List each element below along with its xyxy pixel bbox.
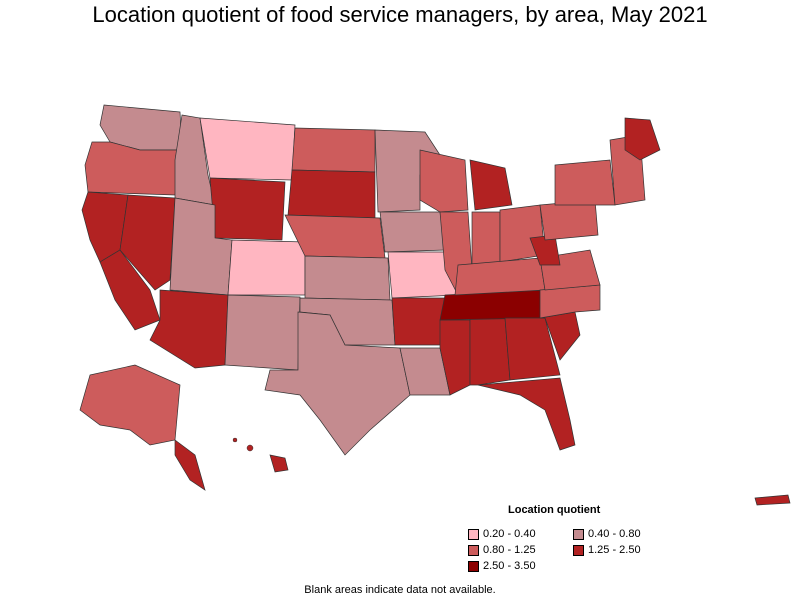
- region-hawaii-island-small-2: [232, 437, 238, 443]
- legend-swatch: [468, 560, 479, 572]
- legend-swatch: [468, 528, 479, 540]
- region-alabama: [469, 317, 511, 386]
- map-legend: Location quotient 0.20 - 0.40 0.40 - 0.8…: [468, 504, 688, 572]
- region-pennsylvania: [539, 199, 599, 241]
- region-arizona: [149, 289, 229, 369]
- region-georgia: [504, 317, 561, 381]
- region-north-dakota: [291, 127, 376, 173]
- region-arkansas: [391, 297, 446, 346]
- region-hawaii-island-small: [246, 444, 254, 452]
- region-mississippi: [439, 319, 471, 396]
- legend-item-1: 0.20 - 0.40: [468, 528, 573, 540]
- region-wyoming: [209, 177, 286, 241]
- region-texas: [264, 311, 411, 456]
- legend-item-5: 2.50 - 3.50: [468, 560, 573, 572]
- footnote: Blank areas indicate data not available.: [304, 584, 496, 596]
- region-iowa: [379, 211, 446, 253]
- region-colorado: [227, 239, 306, 296]
- region-puerto-rico: [754, 494, 791, 506]
- region-michigan: [469, 159, 513, 211]
- legend-label: 0.40 - 0.80: [588, 528, 641, 540]
- region-nevada: [119, 194, 176, 291]
- region-wisconsin: [419, 149, 469, 213]
- legend-item-4: 1.25 - 2.50: [573, 544, 678, 556]
- us-choropleth-map: [79, 104, 791, 506]
- legend-swatch: [573, 544, 584, 556]
- region-oregon: [84, 141, 183, 196]
- legend-item-3: 0.80 - 1.25: [468, 544, 573, 556]
- legend-label: 0.80 - 1.25: [483, 544, 536, 556]
- region-new-york: [554, 159, 616, 206]
- map-title: Location quotient of food service manage…: [92, 2, 708, 27]
- region-kansas: [304, 255, 391, 301]
- legend-label: 0.20 - 0.40: [483, 528, 536, 540]
- legend-swatch: [573, 528, 584, 540]
- region-indiana: [471, 211, 501, 271]
- legend-swatch: [468, 544, 479, 556]
- region-alaska-panhandle: [174, 439, 206, 491]
- region-maine: [624, 117, 661, 161]
- legend-label: 2.50 - 3.50: [483, 560, 536, 572]
- legend-item-2: 0.40 - 0.80: [573, 528, 678, 540]
- legend-label: 1.25 - 2.50: [588, 544, 641, 556]
- legend-title: Location quotient: [508, 504, 601, 516]
- region-florida: [477, 377, 576, 451]
- region-south-dakota: [287, 169, 376, 219]
- region-montana: [199, 117, 296, 181]
- region-alaska: [79, 364, 181, 446]
- region-hawaii: [269, 454, 289, 473]
- region-new-mexico: [224, 294, 301, 371]
